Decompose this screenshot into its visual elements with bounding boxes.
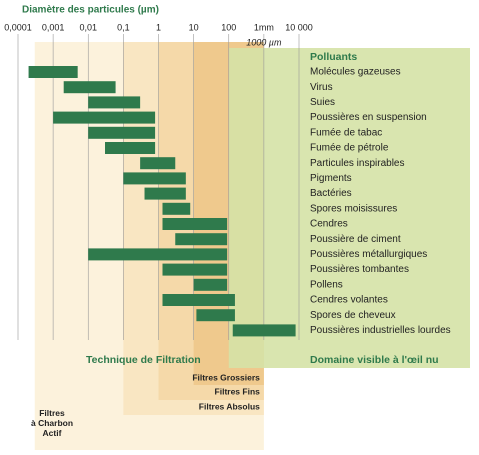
category-label: Spores de cheveux [310,310,396,321]
filter-zone-label: Filtres Absolus [199,401,260,411]
bar [144,187,186,200]
category-label: Cendres volantes [310,295,388,306]
category-label: Virus [310,82,333,93]
bar [196,309,235,322]
category-label: Cendres [310,219,348,230]
bar [63,81,116,94]
x-tick-label: 0,1 [117,22,130,32]
filter-zone-label: Filtres à Charbon Actif [31,408,73,438]
category-label: Bactéries [310,188,352,199]
bar [162,294,235,306]
category-label: Fumée de tabac [310,127,382,138]
category-label: Particules inspirables [310,158,405,169]
x-tick-label: 100 [221,22,236,32]
filter-zone-label: Filtres Fins [215,386,261,396]
bar [162,218,228,230]
bar [232,324,296,337]
visible-zone [228,48,470,368]
bar [162,263,228,276]
bar [53,111,156,124]
category-label: Poussières en suspension [310,112,427,123]
series-name: Polluants [310,51,357,63]
bar [88,248,228,261]
bar [162,202,191,215]
category-label: Poussières métallurgiques [310,249,427,260]
category-label: Molécules gazeuses [310,67,401,78]
bar [105,142,156,154]
x-tick-label: 10 000 [285,22,313,32]
bar [123,172,186,185]
category-label: Suies [310,97,335,108]
chart-title: Diamètre des particules (µm) [22,5,159,16]
filtration-title: Technique de Filtration [86,354,201,366]
visible-label: Domaine visible à l'œil nu [310,354,439,366]
category-label: Fumée de pétrole [310,143,389,154]
bar [88,96,141,109]
x-tick-label: 1mm [254,22,274,32]
x-tick-label: 0,0001 [4,22,32,32]
bar [140,157,176,170]
x-tick-label: 10 [189,22,199,32]
bar [28,66,78,78]
category-label: Pigments [310,173,352,184]
category-label: Poussière de ciment [310,234,401,245]
bar [193,278,228,291]
x-tick-label: 0,001 [42,22,65,32]
x-tick-label: 0,01 [79,22,97,32]
category-label: Poussières tombantes [310,264,409,275]
bar [88,126,156,139]
category-label: Poussières industrielles lourdes [310,325,451,336]
x-tick-label: 1 [156,22,161,32]
bar [175,233,228,246]
axis-note: 1000 µm [246,37,282,47]
filter-zone-label: Filtres Grossiers [192,372,260,382]
category-label: Pollens [310,279,343,290]
category-label: Spores moisissures [310,203,397,214]
